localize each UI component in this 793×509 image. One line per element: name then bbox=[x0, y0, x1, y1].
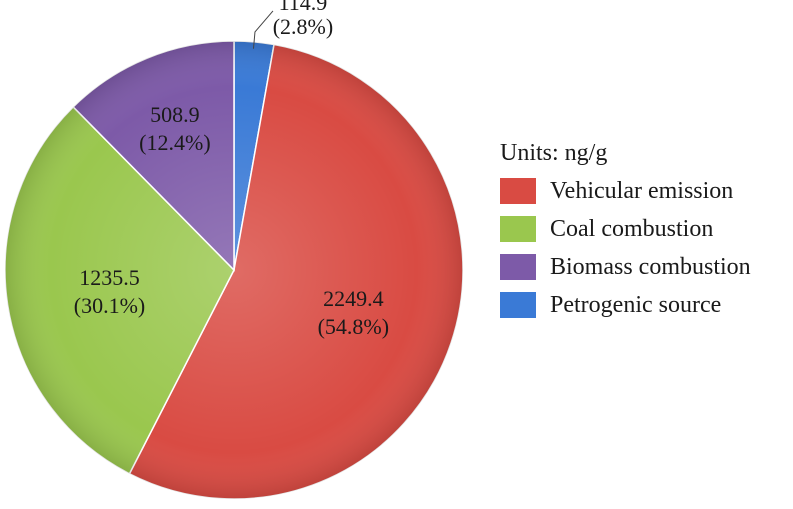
legend-swatch bbox=[500, 178, 536, 204]
legend: Units: ng/g Vehicular emission Coal comb… bbox=[500, 136, 751, 324]
legend-label: Petrogenic source bbox=[550, 291, 722, 318]
slice-percent-label: (54.8%) bbox=[318, 314, 389, 339]
slice-percent-label: (2.8%) bbox=[273, 14, 333, 39]
legend-label: Biomass combustion bbox=[550, 253, 751, 280]
callout-line-petrogenic-source bbox=[252, 10, 274, 49]
slice-percent-label: (30.1%) bbox=[74, 293, 145, 318]
legend-item-petrogenic-source: Petrogenic source bbox=[500, 286, 751, 324]
legend-item-coal-combustion: Coal combustion bbox=[500, 210, 751, 248]
legend-title: Units: ng/g bbox=[500, 140, 608, 166]
legend-label: Vehicular emission bbox=[550, 177, 734, 204]
slice-value-label: 1235.5 bbox=[79, 265, 140, 290]
legend-swatch bbox=[500, 216, 536, 242]
legend-item-biomass-combustion: Biomass combustion bbox=[500, 248, 751, 286]
legend-label: Coal combustion bbox=[550, 215, 714, 242]
legend-item-vehicular-emission: Vehicular emission bbox=[500, 172, 751, 210]
slice-value-label: 2249.4 bbox=[323, 286, 384, 311]
slice-percent-label: (12.4%) bbox=[139, 130, 210, 155]
slice-value-label: 114.9 bbox=[279, 0, 328, 15]
legend-swatch bbox=[500, 292, 536, 318]
slice-value-label: 508.9 bbox=[150, 102, 200, 127]
legend-swatch bbox=[500, 254, 536, 280]
